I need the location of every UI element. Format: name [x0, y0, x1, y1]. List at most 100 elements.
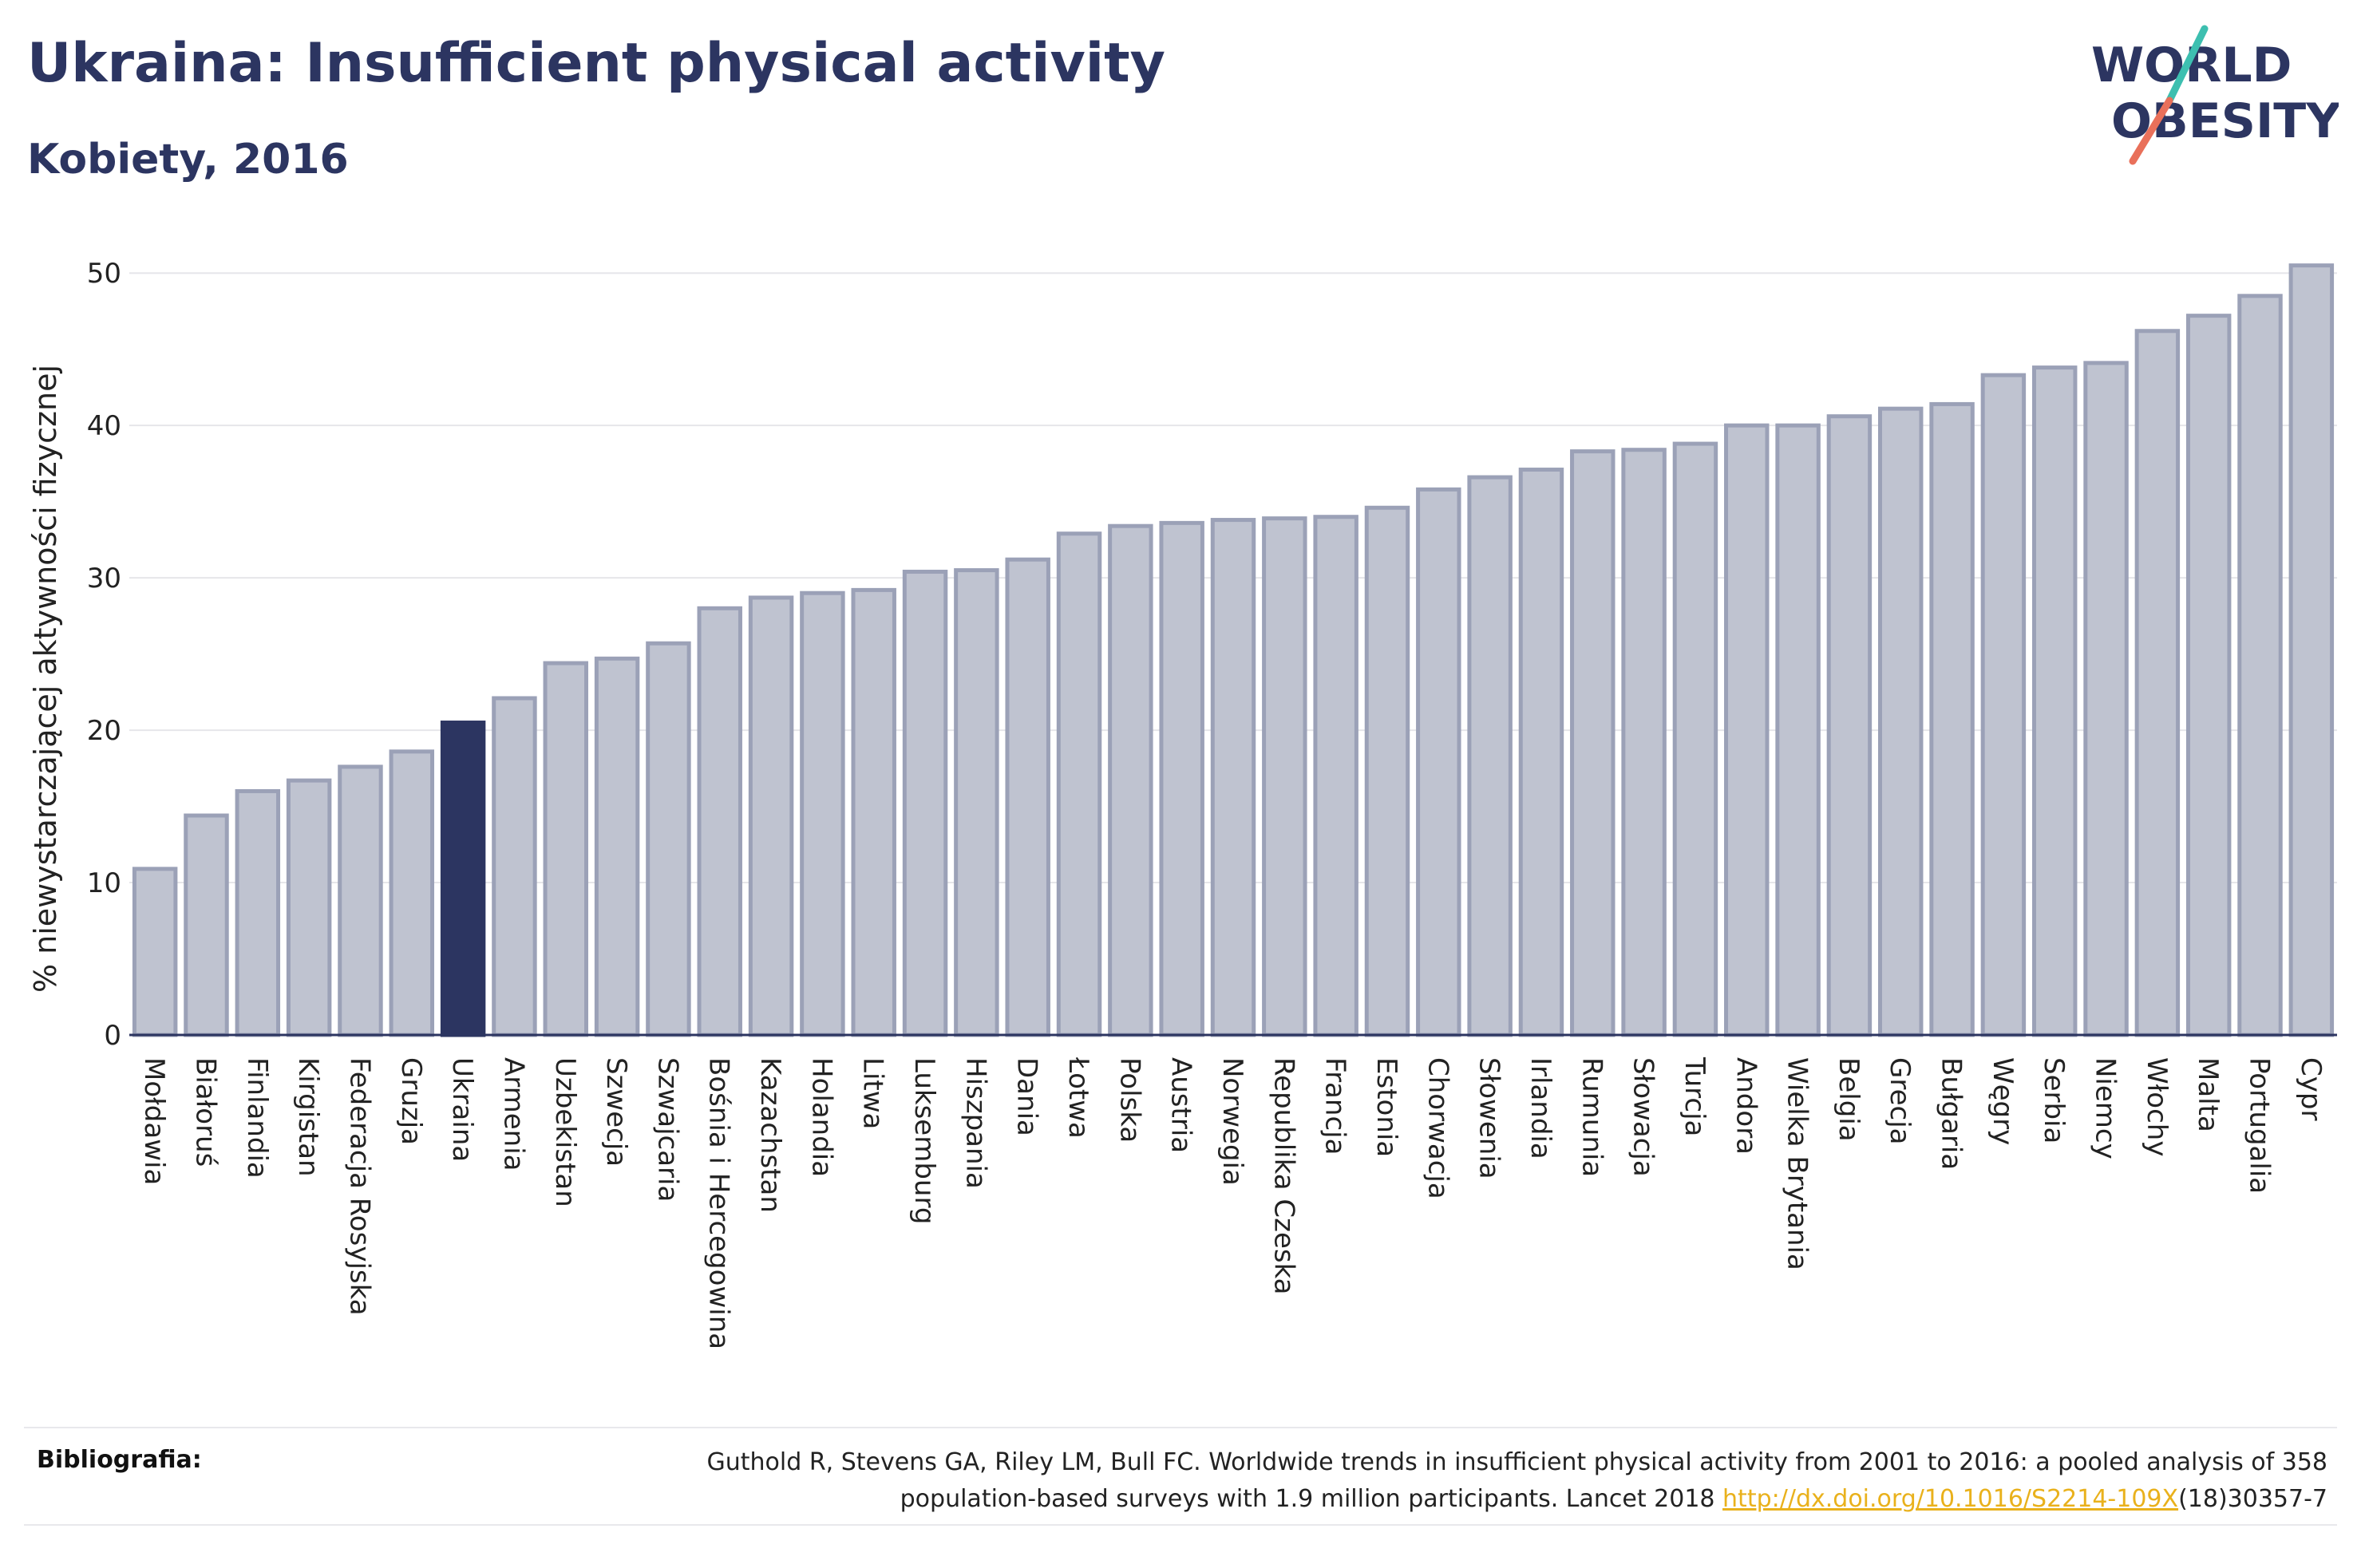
x-tick-label: Kazachstan: [754, 1057, 786, 1213]
bar-uzbekistan: [543, 661, 588, 1037]
x-tick-label: Słowenia: [1473, 1057, 1505, 1179]
logo-line1: WORLD: [2091, 38, 2292, 93]
bibliography-text: Guthold R, Stevens GA, Riley LM, Bull FC…: [492, 1444, 2327, 1518]
bar-gruzja: [389, 749, 435, 1037]
x-tick-label: Bośnia i Hercegowina: [703, 1057, 735, 1349]
bar-federacja-rosyjska: [338, 764, 383, 1037]
bar-norwegia: [1210, 518, 1256, 1037]
bar-szwajcaria: [646, 641, 691, 1037]
x-tick-label: Łotwa: [1062, 1057, 1094, 1139]
bar-kirgistan: [286, 778, 332, 1037]
bar-malta: [2185, 314, 2232, 1037]
doi-link[interactable]: http://dx.doi.org/10.1016/S2214-109X: [1722, 1485, 2179, 1513]
bar-szwecja: [594, 656, 640, 1037]
y-axis-label: % niewystarczającej aktywności fizycznej: [28, 365, 63, 993]
bar-wielka-brytania: [1775, 423, 1821, 1037]
bar-polska: [1108, 523, 1153, 1037]
bar-cypr: [2288, 263, 2335, 1037]
x-tick-label: Polska: [1113, 1057, 1145, 1143]
y-tick-label: 10: [87, 867, 121, 899]
bar-andora: [1724, 423, 1770, 1037]
x-tick-label: Włochy: [2141, 1057, 2173, 1156]
chart-subtitle: Kobiety, 2016: [27, 136, 349, 184]
x-tick-label: Chorwacja: [1422, 1057, 1453, 1199]
x-tick-label: Turcja: [1679, 1057, 1710, 1136]
bar-belgia: [1826, 414, 1873, 1037]
y-tick-label: 30: [87, 563, 121, 594]
bar-słowacja: [1621, 448, 1667, 1037]
x-tick-label: Grecja: [1884, 1057, 1916, 1144]
bar-łotwa: [1056, 531, 1102, 1037]
bar-chorwacja: [1416, 487, 1461, 1037]
footer-divider-bottom: [24, 1524, 2337, 1526]
bar-kazachstan: [748, 595, 794, 1037]
x-tick-label: Ukraina: [446, 1057, 478, 1162]
logo-slash-top: [2165, 25, 2209, 105]
x-tick-label: Luksemburg: [908, 1057, 940, 1224]
bar-portugalia: [2237, 294, 2283, 1037]
x-tick-label: Cypr: [2295, 1057, 2327, 1120]
x-tick-label: Białoruś: [189, 1057, 221, 1167]
bar-rumunia: [1570, 449, 1616, 1037]
bar-białoruś: [184, 813, 229, 1037]
x-tick-label: Austria: [1165, 1057, 1197, 1153]
x-tick-label: Bułgaria: [1936, 1057, 1968, 1170]
x-tick-label: Andora: [1730, 1057, 1762, 1155]
world-obesity-logo: WORLD OBESITY: [2091, 25, 2339, 165]
x-tick-label: Kirgistan: [292, 1057, 324, 1177]
bar-luksemburg: [902, 569, 948, 1037]
x-tick-label: Belgia: [1833, 1057, 1865, 1142]
bar-finlandia: [235, 788, 281, 1037]
bibliography-label: Bibliografia:: [37, 1446, 202, 1474]
x-tick-label: Irlandia: [1525, 1057, 1556, 1159]
bar-bułgaria: [1929, 401, 1975, 1037]
x-tick-label: Francja: [1319, 1057, 1351, 1155]
footer-divider-top: [24, 1427, 2337, 1428]
bar-armenia: [492, 696, 537, 1037]
bar-węgry: [1980, 373, 2027, 1037]
x-tick-label: Portugalia: [2244, 1057, 2276, 1194]
x-tick-label: Serbia: [2038, 1057, 2070, 1143]
x-tick-label: Słowacja: [1627, 1057, 1659, 1177]
bar-bośnia-i-hercegowina: [697, 606, 742, 1037]
bibliography-line2-pre: population-based surveys with 1.9 millio…: [900, 1485, 1723, 1513]
bar-hiszpania: [954, 568, 999, 1037]
x-tick-label: Dania: [1011, 1057, 1043, 1136]
x-tick-label: Republika Czeska: [1268, 1057, 1299, 1295]
x-tick-label: Niemcy: [2090, 1057, 2122, 1159]
x-tick-label: Armenia: [497, 1057, 529, 1171]
bar-niemcy: [2083, 361, 2129, 1037]
x-tick-label: Rumunia: [1576, 1057, 1608, 1177]
bar-chart: 0 10 20 30 40 50 % niewystarczającej aktywnośc…: [28, 258, 2337, 1349]
bibliography-line2: population-based surveys with 1.9 millio…: [492, 1481, 2327, 1518]
x-tick-label: Uzbekistan: [549, 1057, 581, 1207]
bar-holandia: [800, 590, 845, 1037]
y-tick-label: 50: [87, 258, 121, 290]
bar-estonia: [1364, 505, 1410, 1037]
bar-włochy: [2134, 329, 2181, 1037]
bibliography-line2-post: (18)30357-7: [2178, 1485, 2327, 1513]
logo-slash-bottom: [2129, 97, 2173, 165]
x-tick-label: Węgry: [1987, 1057, 2019, 1145]
y-tick-label: 40: [87, 410, 121, 442]
x-tick-label: Mołdawia: [138, 1057, 170, 1185]
bar-irlandia: [1518, 468, 1564, 1037]
bar-grecja: [1878, 406, 1924, 1037]
bar-francja: [1313, 515, 1358, 1037]
x-tick-label: Federacja Rosyjska: [343, 1057, 375, 1316]
x-tick-label: Malta: [2192, 1057, 2224, 1132]
bar-mołdawia: [132, 867, 178, 1037]
x-tick-label: Gruzja: [395, 1057, 427, 1145]
bar-ukraina: [440, 721, 486, 1037]
bar-austria: [1159, 520, 1204, 1037]
bar-serbia: [2031, 365, 2078, 1037]
bibliography-line1: Guthold R, Stevens GA, Riley LM, Bull FC…: [706, 1448, 2327, 1476]
x-tick-label: Litwa: [857, 1057, 889, 1129]
bar-słowenia: [1467, 475, 1513, 1037]
bar-republika-czeska: [1262, 516, 1307, 1037]
bar-turcja: [1672, 441, 1718, 1037]
y-tick-label: 0: [104, 1020, 121, 1052]
x-tick-label: Holandia: [805, 1057, 837, 1177]
bar-litwa: [851, 587, 896, 1037]
bar-dania: [1005, 557, 1050, 1037]
